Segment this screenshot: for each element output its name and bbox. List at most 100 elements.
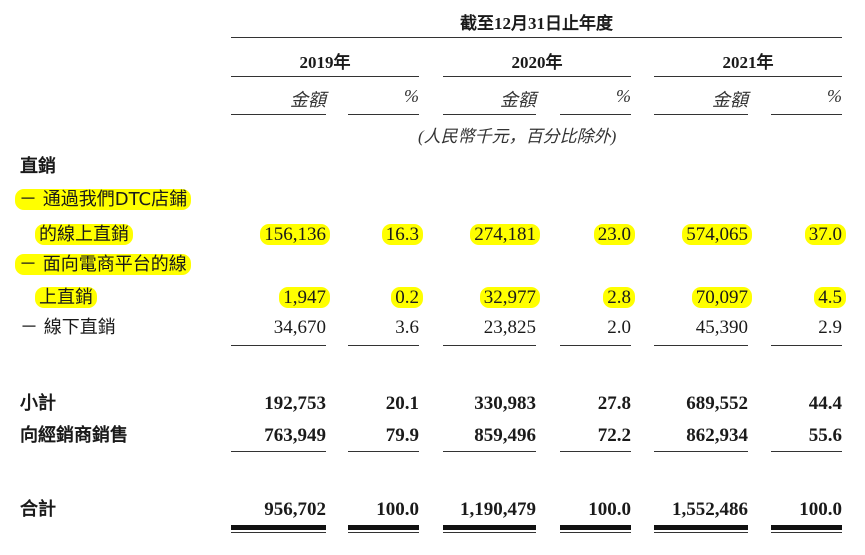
cell: 23,825 bbox=[483, 317, 536, 338]
subheader-rule bbox=[654, 114, 748, 115]
row-label-total: 合計 bbox=[20, 499, 56, 520]
cell: 16.3 bbox=[348, 222, 423, 248]
highlight-mark: 的線上直銷 bbox=[35, 224, 133, 245]
highlight-mark: 16.3 bbox=[381, 224, 423, 245]
double-rule bbox=[560, 525, 631, 533]
cell: 574,065 bbox=[654, 222, 752, 248]
cell: 72.2 bbox=[597, 425, 631, 446]
cell: 274,181 bbox=[443, 222, 540, 248]
cell: 23.0 bbox=[560, 222, 635, 248]
highlight-mark: 0.2 bbox=[391, 287, 423, 308]
cell: 689,552 bbox=[686, 393, 748, 414]
cell: 1,947 bbox=[231, 285, 330, 311]
highlight-mark: 23.0 bbox=[593, 224, 635, 245]
double-rule bbox=[231, 525, 326, 533]
cell: 156,136 bbox=[231, 222, 330, 248]
cell: 70,097 bbox=[654, 285, 752, 311]
highlight-mark: 4.5 bbox=[814, 287, 846, 308]
subheader-rule bbox=[771, 114, 842, 115]
year-2021-rule bbox=[654, 76, 842, 77]
highlight-mark: 574,065 bbox=[682, 224, 752, 245]
highlight-mark: 274,181 bbox=[470, 224, 540, 245]
row-label-offline: － 線下直銷 bbox=[20, 317, 116, 338]
cell: 862,934 bbox=[686, 425, 748, 446]
highlight-mark: 70,097 bbox=[691, 287, 752, 308]
cell-rule bbox=[443, 345, 536, 346]
cell: 27.8 bbox=[597, 393, 631, 414]
subheader-rule bbox=[348, 114, 419, 115]
cell: 192,753 bbox=[264, 393, 326, 414]
cell: 330,983 bbox=[474, 393, 536, 414]
subheader-amount-2021: 金額 bbox=[712, 90, 748, 110]
cell: 2.8 bbox=[560, 285, 635, 311]
cell-rule bbox=[348, 451, 419, 452]
double-rule bbox=[348, 525, 419, 533]
subheader-percent-2020: % bbox=[616, 86, 631, 106]
cell-rule bbox=[231, 451, 326, 452]
cell-rule bbox=[348, 345, 419, 346]
year-2021: 2021年 bbox=[722, 53, 774, 72]
cell-rule bbox=[443, 451, 536, 452]
subheader-percent-2021: % bbox=[827, 86, 842, 106]
cell: 859,496 bbox=[474, 425, 536, 446]
cell: 100.0 bbox=[588, 499, 631, 520]
year-2020: 2020年 bbox=[511, 53, 563, 72]
highlight-mark: 1,947 bbox=[279, 287, 330, 308]
subheader-amount-2019: 金額 bbox=[290, 90, 326, 110]
highlight-mark: － 通過我們DTC店鋪 bbox=[15, 189, 192, 210]
cell: 4.5 bbox=[771, 285, 846, 311]
year-2019-rule bbox=[231, 76, 419, 77]
cell-rule bbox=[771, 345, 842, 346]
row-label-ecommerce-2: 上直銷 bbox=[35, 285, 97, 311]
cell-rule bbox=[560, 345, 631, 346]
subheader-percent-2019: % bbox=[404, 86, 419, 106]
unit-note: (人民幣千元，百分比除外) bbox=[418, 127, 617, 146]
cell: 32,977 bbox=[443, 285, 540, 311]
cell-rule bbox=[654, 451, 748, 452]
row-label-direct-sales: 直銷 bbox=[20, 156, 56, 177]
double-rule bbox=[771, 525, 842, 533]
cell: 100.0 bbox=[376, 499, 419, 520]
cell: 2.9 bbox=[818, 317, 842, 338]
cell-rule bbox=[231, 345, 326, 346]
cell-rule bbox=[560, 451, 631, 452]
highlight-mark: － 面向電商平台的線 bbox=[15, 254, 191, 275]
cell: 37.0 bbox=[771, 222, 846, 248]
double-rule bbox=[654, 525, 748, 533]
cell: 763,949 bbox=[264, 425, 326, 446]
cell: 44.4 bbox=[808, 393, 842, 414]
subheader-rule bbox=[560, 114, 631, 115]
period-caption: 截至12月31日止年度 bbox=[460, 14, 613, 33]
row-label-ecommerce-1: － 面向電商平台的線 bbox=[15, 252, 191, 278]
highlight-mark: 2.8 bbox=[603, 287, 635, 308]
row-label-subtotal: 小計 bbox=[20, 393, 56, 414]
double-rule bbox=[443, 525, 536, 533]
cell: 20.1 bbox=[385, 393, 419, 414]
cell: 1,190,479 bbox=[460, 499, 536, 520]
year-2020-rule bbox=[443, 76, 631, 77]
header-top-rule bbox=[231, 37, 842, 38]
cell: 45,390 bbox=[695, 317, 748, 338]
highlight-mark: 32,977 bbox=[479, 287, 540, 308]
cell: 0.2 bbox=[348, 285, 423, 311]
highlight-mark: 上直銷 bbox=[35, 287, 97, 308]
cell: 100.0 bbox=[799, 499, 842, 520]
cell: 79.9 bbox=[385, 425, 419, 446]
cell: 34,670 bbox=[273, 317, 326, 338]
row-label-dtc-online-2: 的線上直銷 bbox=[35, 222, 133, 248]
cell-rule bbox=[771, 451, 842, 452]
cell: 2.0 bbox=[607, 317, 631, 338]
highlight-mark: 37.0 bbox=[804, 224, 846, 245]
year-2019: 2019年 bbox=[299, 53, 351, 72]
cell-rule bbox=[654, 345, 748, 346]
subheader-amount-2020: 金額 bbox=[500, 90, 536, 110]
cell: 956,702 bbox=[264, 499, 326, 520]
cell: 55.6 bbox=[808, 425, 842, 446]
cell: 3.6 bbox=[395, 317, 419, 338]
subheader-rule bbox=[231, 114, 326, 115]
subheader-rule bbox=[443, 114, 536, 115]
highlight-mark: 156,136 bbox=[260, 224, 330, 245]
cell: 1,552,486 bbox=[672, 499, 748, 520]
row-label-dtc-online-1: － 通過我們DTC店鋪 bbox=[15, 187, 192, 213]
row-label-distributor-sales: 向經銷商銷售 bbox=[20, 425, 128, 446]
